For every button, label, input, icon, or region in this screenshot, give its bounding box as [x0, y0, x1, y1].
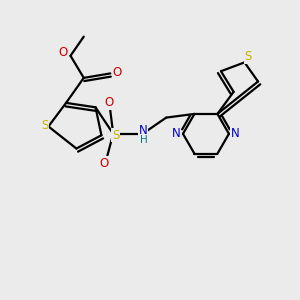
Text: S: S — [41, 119, 49, 132]
Text: N: N — [231, 127, 240, 140]
Text: O: O — [100, 157, 109, 170]
Text: O: O — [104, 96, 113, 110]
Text: H: H — [140, 135, 148, 145]
Text: S: S — [112, 129, 119, 142]
Text: N: N — [172, 127, 181, 140]
Text: S: S — [244, 50, 252, 63]
Text: O: O — [58, 46, 68, 59]
Text: N: N — [139, 124, 148, 137]
Text: O: O — [112, 66, 122, 79]
